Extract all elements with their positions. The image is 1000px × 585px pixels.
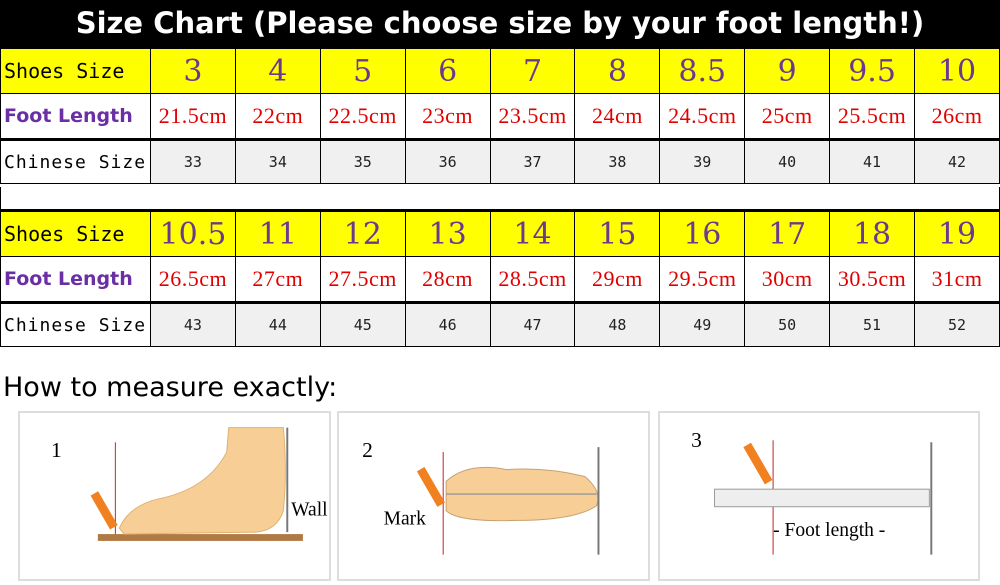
cell-shoes-size: 12 xyxy=(319,211,406,257)
cell-shoes-size: 18 xyxy=(829,211,916,257)
page-title: Size Chart (Please choose size by your f… xyxy=(0,0,1000,48)
cell-foot-length: 30.5cm xyxy=(829,256,916,303)
row-label: Shoes Size xyxy=(0,211,151,257)
row-chinese-size: Chinese Size 43 44 45 46 47 48 49 50 51 52 xyxy=(0,302,1000,347)
cell-foot-length: 22.5cm xyxy=(319,93,406,140)
cell-chinese-size: 50 xyxy=(744,302,831,347)
cell-shoes-size: 11 xyxy=(234,211,321,257)
pencil-icon xyxy=(90,491,118,530)
cell-chinese-size: 44 xyxy=(234,302,321,347)
cell-foot-length: 27.5cm xyxy=(319,256,406,303)
measure-step-1: 1 Wall xyxy=(18,411,331,581)
cell-shoes-size: 10 xyxy=(914,48,1000,94)
measure-heading: How to measure exactly: xyxy=(3,372,338,403)
wall-label: Wall xyxy=(291,500,328,521)
cell-foot-length: 30cm xyxy=(744,256,831,303)
cell-shoes-size: 16 xyxy=(659,211,746,257)
row-label: Chinese Size xyxy=(0,302,151,347)
cell-foot-length: 21.5cm xyxy=(150,93,236,140)
cell-foot-length: 23.5cm xyxy=(489,93,576,140)
cell-shoes-size: 9 xyxy=(744,48,831,94)
cell-chinese-size: 37 xyxy=(489,139,576,184)
row-chinese-size: Chinese Size 33 34 35 36 37 38 39 40 41 42 xyxy=(0,139,1000,184)
row-shoes-size: Shoes Size 10.5 11 12 13 14 15 16 17 18 19 xyxy=(0,211,1000,257)
pencil-icon xyxy=(743,442,773,485)
cell-chinese-size: 40 xyxy=(744,139,831,184)
cell-chinese-size: 43 xyxy=(150,302,236,347)
cell-shoes-size: 7 xyxy=(489,48,576,94)
cell-foot-length: 27cm xyxy=(234,256,321,303)
cell-chinese-size: 41 xyxy=(829,139,916,184)
cell-shoes-size: 10.5 xyxy=(150,211,236,257)
cell-foot-length: 25cm xyxy=(744,93,831,140)
foot-length-label: - Foot length - xyxy=(773,520,885,541)
cell-chinese-size: 35 xyxy=(319,139,406,184)
row-label: Foot Length xyxy=(0,256,151,303)
cell-chinese-size: 48 xyxy=(574,302,661,347)
cell-chinese-size: 38 xyxy=(574,139,661,184)
row-label: Shoes Size xyxy=(0,48,151,94)
cell-foot-length: 26.5cm xyxy=(150,256,236,303)
cell-chinese-size: 45 xyxy=(319,302,406,347)
cell-shoes-size: 8 xyxy=(574,48,661,94)
step-number: 3 xyxy=(691,428,702,452)
cell-foot-length: 24cm xyxy=(574,93,661,140)
size-table-1: Shoes Size 3 4 5 6 7 8 8.5 9 9.5 10 Foot Length 21.5… xyxy=(0,48,1000,184)
cell-foot-length: 28.5cm xyxy=(489,256,576,303)
cell-foot-length: 26cm xyxy=(914,93,1000,140)
row-shoes-size: Shoes Size 3 4 5 6 7 8 8.5 9 9.5 10 xyxy=(0,48,1000,94)
cell-chinese-size: 34 xyxy=(234,139,321,184)
cell-chinese-size: 39 xyxy=(659,139,746,184)
cell-foot-length: 31cm xyxy=(914,256,1000,303)
row-foot-length: Foot Length 21.5cm 22cm 22.5cm 23cm 23.5cm 24c… xyxy=(0,93,1000,140)
cell-shoes-size: 13 xyxy=(404,211,491,257)
cell-chinese-size: 42 xyxy=(914,139,1000,184)
cell-foot-length: 24.5cm xyxy=(659,93,746,140)
cell-shoes-size: 8.5 xyxy=(659,48,746,94)
cell-foot-length: 28cm xyxy=(404,256,491,303)
cell-shoes-size: 14 xyxy=(489,211,576,257)
foot-icon xyxy=(118,427,286,535)
cell-chinese-size: 33 xyxy=(150,139,236,184)
cell-foot-length: 29cm xyxy=(574,256,661,303)
row-label: Chinese Size xyxy=(0,139,151,184)
cell-chinese-size: 47 xyxy=(489,302,576,347)
floor xyxy=(97,534,303,541)
cell-shoes-size: 3 xyxy=(150,48,236,94)
step-number: 2 xyxy=(362,438,373,462)
cell-foot-length: 22cm xyxy=(234,93,321,140)
cell-chinese-size: 36 xyxy=(404,139,491,184)
row-label: Foot Length xyxy=(0,93,151,140)
cell-chinese-size: 52 xyxy=(914,302,1000,347)
cell-chinese-size: 46 xyxy=(404,302,491,347)
measure-step-3: 3 - Foot length - xyxy=(658,411,980,581)
table-spacer xyxy=(0,187,1000,212)
cell-foot-length: 25.5cm xyxy=(829,93,916,140)
mark-label: Mark xyxy=(384,508,427,529)
cell-shoes-size: 5 xyxy=(319,48,406,94)
cell-shoes-size: 17 xyxy=(744,211,831,257)
cell-foot-length: 23cm xyxy=(404,93,491,140)
step-number: 1 xyxy=(51,438,62,462)
cell-chinese-size: 49 xyxy=(659,302,746,347)
cell-foot-length: 29.5cm xyxy=(659,256,746,303)
cell-shoes-size: 4 xyxy=(234,48,321,94)
cell-chinese-size: 51 xyxy=(829,302,916,347)
ruler xyxy=(714,488,930,508)
cell-shoes-size: 15 xyxy=(574,211,661,257)
measure-step-2: 2 Mark xyxy=(337,411,650,581)
size-table-2: Shoes Size 10.5 11 12 13 14 15 16 17 18 19 Foot Len… xyxy=(0,211,1000,347)
cell-shoes-size: 9.5 xyxy=(829,48,916,94)
pencil-icon xyxy=(416,467,445,507)
cell-shoes-size: 19 xyxy=(914,211,1000,257)
cell-shoes-size: 6 xyxy=(404,48,491,94)
row-foot-length: Foot Length 26.5cm 27cm 27.5cm 28cm 28.5cm 29c… xyxy=(0,256,1000,303)
